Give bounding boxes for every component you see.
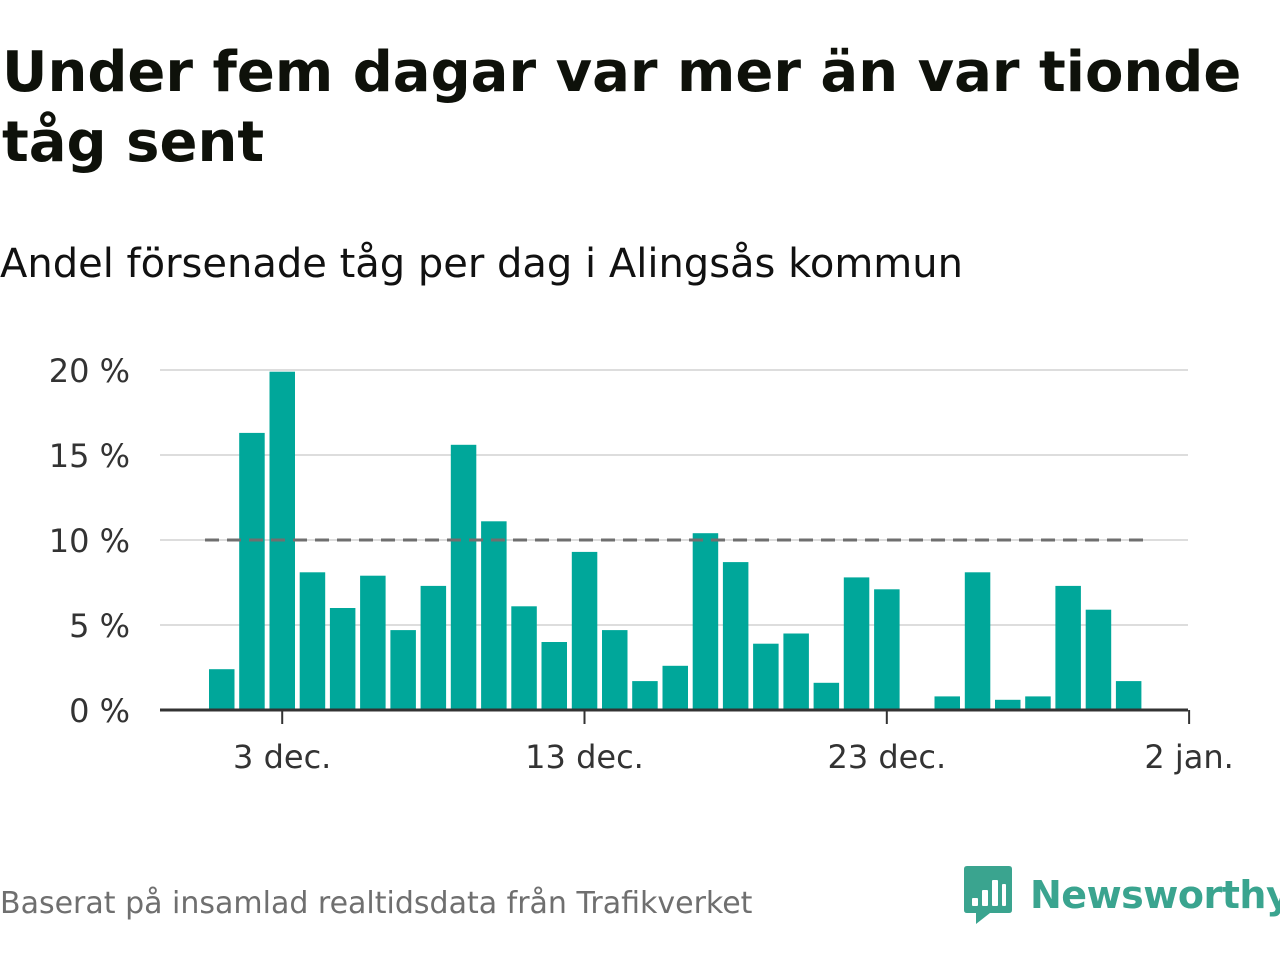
brand-name: Newsworthy	[1030, 873, 1280, 917]
bar	[722, 562, 749, 710]
bar	[602, 630, 628, 710]
chart-speech-bubble-icon	[964, 866, 1012, 924]
bar	[753, 643, 779, 710]
bar	[632, 681, 658, 710]
bar	[299, 572, 326, 710]
y-tick-label: 20 %	[49, 352, 130, 390]
y-axis-tick-labels: 0 % 5 % 10 % 15 % 20 %	[49, 352, 130, 730]
y-tick-label: 15 %	[49, 437, 130, 475]
x-tick-label: 3 dec.	[233, 738, 331, 776]
chart-subtitle: Andel försenade tåg per dag i Alingsås k…	[0, 241, 963, 287]
bar	[692, 533, 719, 710]
brand-logo-link[interactable]: Newsworthy	[962, 864, 1280, 926]
y-tick-label: 5 %	[69, 607, 130, 645]
bar	[481, 521, 507, 710]
bar	[783, 633, 809, 710]
x-tick-label: 2 jan.	[1144, 738, 1233, 776]
bar	[239, 432, 265, 710]
bar	[571, 551, 598, 710]
bar	[1115, 681, 1142, 710]
chart-title: Under fem dagar var mer än var tionde tå…	[2, 40, 1242, 175]
bar	[1025, 696, 1051, 710]
bar	[511, 606, 537, 710]
bar	[390, 630, 416, 710]
bar	[209, 669, 235, 710]
bar	[874, 589, 900, 710]
bar	[420, 585, 447, 710]
x-tick-label: 23 dec.	[827, 738, 946, 776]
bar	[813, 682, 840, 710]
bar	[934, 696, 960, 710]
bar	[843, 577, 870, 710]
bars	[209, 371, 1142, 710]
bar	[450, 444, 477, 710]
x-axis	[160, 708, 1191, 724]
bar	[1085, 609, 1112, 710]
bar	[964, 572, 991, 710]
bar-chart: 0 % 5 % 10 % 15 % 20 % 3 dec. 13 dec. 23 dec. 2…	[49, 352, 1234, 776]
y-tick-label: 0 %	[69, 692, 130, 730]
bar	[1055, 585, 1081, 710]
y-tick-label: 10 %	[49, 522, 130, 560]
bar	[329, 608, 356, 710]
bar	[995, 699, 1021, 710]
source-note: Baserat på insamlad realtidsdata från Tr…	[0, 886, 753, 921]
bar	[541, 642, 567, 710]
x-axis-tick-labels: 3 dec. 13 dec. 23 dec. 2 jan.	[233, 738, 1234, 776]
x-tick-label: 13 dec.	[525, 738, 644, 776]
gridlines	[160, 369, 1188, 626]
bar	[662, 665, 688, 710]
bar	[360, 575, 386, 710]
